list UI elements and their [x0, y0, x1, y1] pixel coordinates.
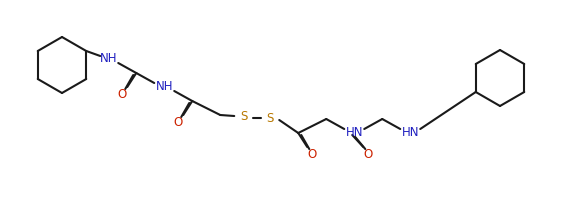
Text: HN: HN [401, 127, 419, 140]
Text: S: S [267, 113, 274, 125]
Text: O: O [174, 117, 183, 129]
Text: O: O [118, 88, 127, 101]
Text: NH: NH [156, 81, 173, 94]
Text: NH: NH [100, 53, 117, 65]
Text: O: O [308, 148, 317, 161]
Text: O: O [363, 148, 373, 161]
Text: HN: HN [345, 127, 363, 140]
Text: S: S [241, 111, 248, 124]
